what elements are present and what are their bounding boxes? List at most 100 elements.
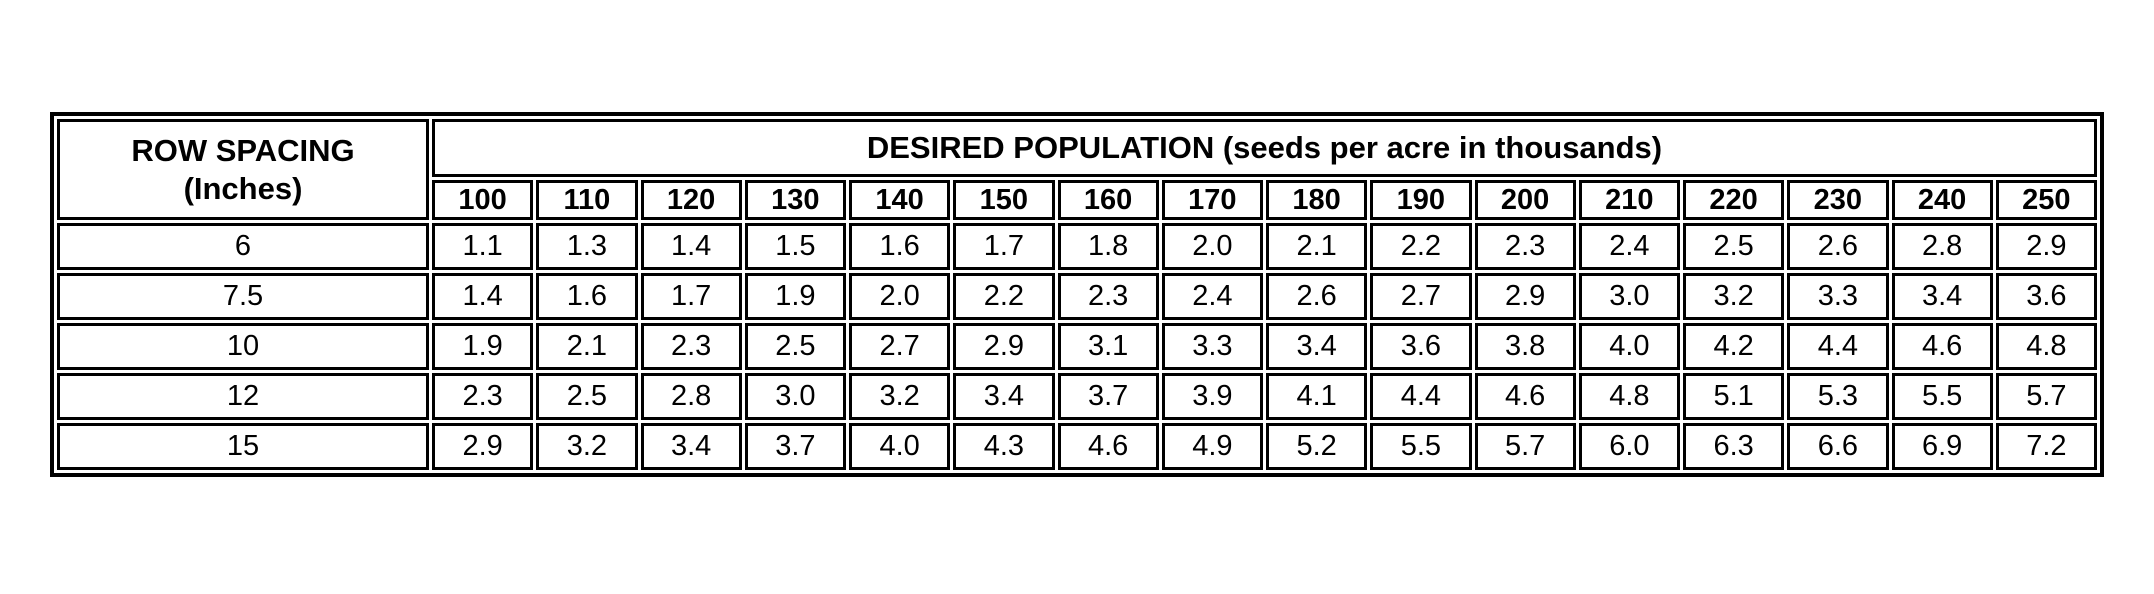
- table-row-7.5: 7.5 1.4 1.6 1.7 1.9 2.0 2.2 2.3 2.4 2.6 2.7 2.9 3.0 3…: [57, 273, 2097, 320]
- cell-10-190: 3.6: [1370, 323, 1472, 370]
- col-header-170: 170: [1161, 180, 1263, 220]
- table-row-15: 15 2.9 3.2 3.4 3.7 4.0 4.3 4.6 4.9 5.2 5.5 5.7 6.0 6.…: [57, 423, 2097, 470]
- cell-12-100: 2.3: [432, 373, 534, 420]
- table-row-6: 6 1.1 1.3 1.4 1.5 1.6 1.7 1.8 2.0 2.1 2.2 2.3 2.4 2.5…: [57, 223, 2097, 270]
- cell-15-220: 6.3: [1683, 423, 1785, 470]
- cell-10-210: 4.0: [1578, 323, 1680, 370]
- cell-12-250: 5.7: [1995, 373, 2097, 420]
- cell-15-230: 6.6: [1787, 423, 1889, 470]
- cell-7.5-160: 2.3: [1057, 273, 1159, 320]
- row-spacing-header-line2: (Inches): [183, 170, 303, 206]
- col-header-240: 240: [1891, 180, 1993, 220]
- cell-7.5-220: 3.2: [1683, 273, 1785, 320]
- cell-15-110: 3.2: [536, 423, 638, 470]
- cell-12-240: 5.5: [1891, 373, 1993, 420]
- cell-10-200: 3.8: [1474, 323, 1576, 370]
- cell-10-220: 4.2: [1683, 323, 1785, 370]
- table-body: 6 1.1 1.3 1.4 1.5 1.6 1.7 1.8 2.0 2.1 2.2 2.3 2.4 2.5…: [57, 223, 2097, 470]
- cell-7.5-210: 3.0: [1578, 273, 1680, 320]
- cell-7.5-200: 2.9: [1474, 273, 1576, 320]
- cell-12-220: 5.1: [1683, 373, 1785, 420]
- cell-10-160: 3.1: [1057, 323, 1159, 370]
- cell-10-180: 3.4: [1266, 323, 1368, 370]
- seed-rate-table-container: ROW SPACING (Inches) DESIRED POPULATION …: [50, 112, 2104, 477]
- cell-12-200: 4.6: [1474, 373, 1576, 420]
- cell-15-210: 6.0: [1578, 423, 1680, 470]
- cell-10-130: 2.5: [744, 323, 846, 370]
- cell-10-150: 2.9: [953, 323, 1055, 370]
- cell-7.5-170: 2.4: [1161, 273, 1263, 320]
- cell-12-150: 3.4: [953, 373, 1055, 420]
- cell-6-250: 2.9: [1995, 223, 2097, 270]
- cell-6-120: 1.4: [640, 223, 742, 270]
- cell-12-160: 3.7: [1057, 373, 1159, 420]
- cell-6-140: 1.6: [849, 223, 951, 270]
- cell-12-140: 3.2: [849, 373, 951, 420]
- cell-12-230: 5.3: [1787, 373, 1889, 420]
- cell-7.5-230: 3.3: [1787, 273, 1889, 320]
- population-header-row: ROW SPACING (Inches) DESIRED POPULATION …: [57, 119, 2097, 220]
- cell-6-220: 2.5: [1683, 223, 1785, 270]
- table-row-12: 12 2.3 2.5 2.8 3.0 3.2 3.4 3.7 3.9 4.1 4.4 4.6 4.8 5.…: [57, 373, 2097, 420]
- cell-7.5-150: 2.2: [953, 273, 1055, 320]
- cell-7.5-110: 1.6: [536, 273, 638, 320]
- row-header-10: 10: [57, 323, 429, 370]
- cell-15-200: 5.7: [1474, 423, 1576, 470]
- cell-10-140: 2.7: [849, 323, 951, 370]
- cell-10-120: 2.3: [640, 323, 742, 370]
- col-header-230: 230: [1787, 180, 1889, 220]
- col-header-220: 220: [1683, 180, 1785, 220]
- cell-7.5-180: 2.6: [1266, 273, 1368, 320]
- cell-6-160: 1.8: [1057, 223, 1159, 270]
- cell-7.5-100: 1.4: [432, 273, 534, 320]
- cell-6-170: 2.0: [1161, 223, 1263, 270]
- cell-7.5-120: 1.7: [640, 273, 742, 320]
- cell-12-120: 2.8: [640, 373, 742, 420]
- cell-15-130: 3.7: [744, 423, 846, 470]
- cell-6-130: 1.5: [744, 223, 846, 270]
- cell-15-170: 4.9: [1161, 423, 1263, 470]
- cell-6-150: 1.7: [953, 223, 1055, 270]
- cell-15-250: 7.2: [1995, 423, 2097, 470]
- cell-7.5-130: 1.9: [744, 273, 846, 320]
- col-header-100: 100: [432, 180, 534, 220]
- cell-6-230: 2.6: [1787, 223, 1889, 270]
- cell-6-100: 1.1: [432, 223, 534, 270]
- table-row-10: 10 1.9 2.1 2.3 2.5 2.7 2.9 3.1 3.3 3.4 3.6 3.8 4.0 4.…: [57, 323, 2097, 370]
- cell-10-240: 4.6: [1891, 323, 1993, 370]
- col-header-130: 130: [744, 180, 846, 220]
- cell-12-170: 3.9: [1161, 373, 1263, 420]
- row-header-7.5: 7.5: [57, 273, 429, 320]
- col-header-150: 150: [953, 180, 1055, 220]
- cell-6-210: 2.4: [1578, 223, 1680, 270]
- cell-6-200: 2.3: [1474, 223, 1576, 270]
- cell-10-250: 4.8: [1995, 323, 2097, 370]
- cell-6-240: 2.8: [1891, 223, 1993, 270]
- col-header-210: 210: [1578, 180, 1680, 220]
- col-header-250: 250: [1995, 180, 2097, 220]
- cell-6-110: 1.3: [536, 223, 638, 270]
- cell-12-110: 2.5: [536, 373, 638, 420]
- cell-6-180: 2.1: [1266, 223, 1368, 270]
- cell-12-130: 3.0: [744, 373, 846, 420]
- cell-7.5-250: 3.6: [1995, 273, 2097, 320]
- cell-12-190: 4.4: [1370, 373, 1472, 420]
- cell-7.5-240: 3.4: [1891, 273, 1993, 320]
- cell-10-230: 4.4: [1787, 323, 1889, 370]
- row-header-15: 15: [57, 423, 429, 470]
- cell-7.5-140: 2.0: [849, 273, 951, 320]
- cell-10-100: 1.9: [432, 323, 534, 370]
- cell-15-160: 4.6: [1057, 423, 1159, 470]
- desired-population-header: DESIRED POPULATION (seeds per acre in th…: [432, 119, 2097, 177]
- col-header-140: 140: [849, 180, 951, 220]
- cell-10-110: 2.1: [536, 323, 638, 370]
- table-header: ROW SPACING (Inches) DESIRED POPULATION …: [57, 119, 2097, 220]
- cell-7.5-190: 2.7: [1370, 273, 1472, 320]
- col-header-190: 190: [1370, 180, 1472, 220]
- cell-12-210: 4.8: [1578, 373, 1680, 420]
- col-header-110: 110: [536, 180, 638, 220]
- col-header-200: 200: [1474, 180, 1576, 220]
- cell-15-140: 4.0: [849, 423, 951, 470]
- col-header-120: 120: [640, 180, 742, 220]
- cell-6-190: 2.2: [1370, 223, 1472, 270]
